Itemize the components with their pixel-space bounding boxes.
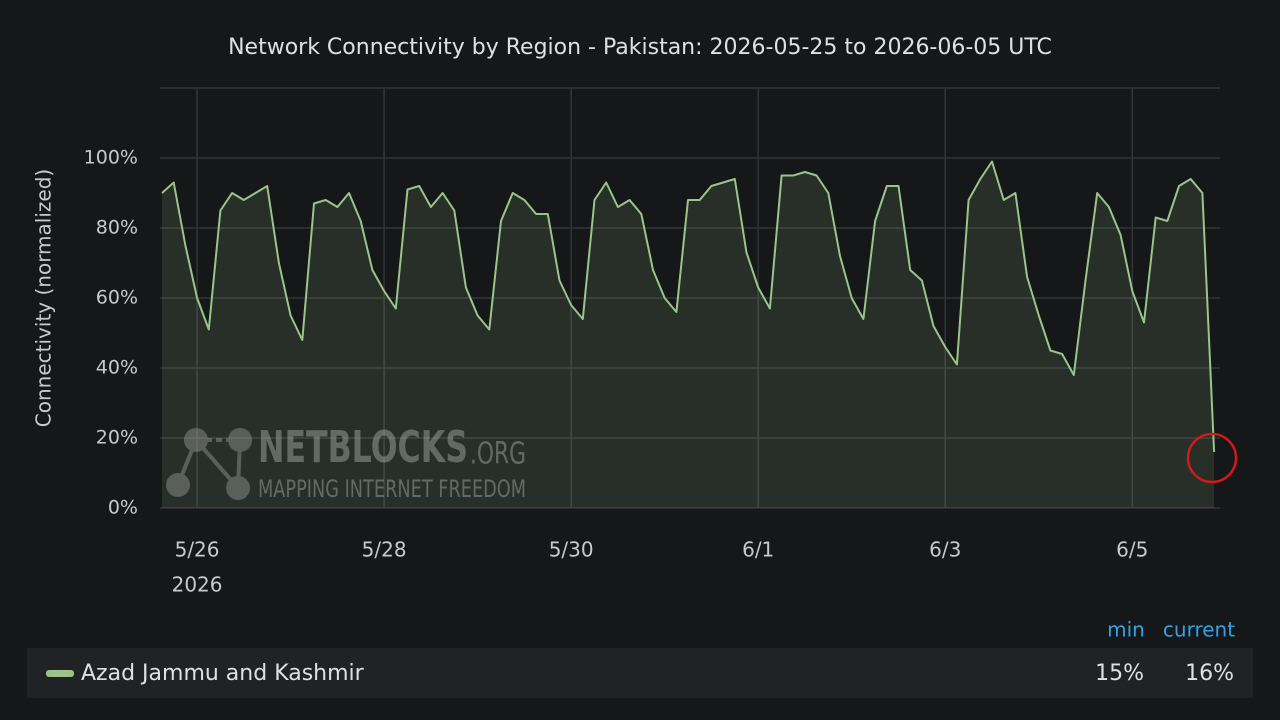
y-tick-label: 60% [96, 287, 138, 309]
watermark: NETBLOCKS .ORG MAPPING INTERNET FREEDOM [166, 422, 526, 503]
x-tick-label: 5/26 [175, 538, 220, 562]
watermark-icon [176, 439, 198, 486]
watermark-icon [166, 473, 190, 497]
series-line [161, 160, 1216, 453]
legend-swatch [46, 670, 74, 677]
highlight-circle [1186, 432, 1238, 484]
x-year-label: 2026 [172, 573, 223, 597]
y-tick-label: 20% [96, 427, 138, 449]
x-tick-label: 5/30 [549, 538, 594, 562]
watermark-icon [184, 428, 208, 452]
x-tick-label: 5/28 [362, 538, 407, 562]
watermark-tagline: MAPPING INTERNET FREEDOM [258, 475, 526, 503]
y-tick-label: 80% [96, 217, 138, 239]
watermark-icon [228, 428, 252, 452]
watermark-icon [226, 476, 250, 500]
plot [161, 160, 1216, 508]
watermark-icon [236, 439, 242, 489]
x-tick-label: 6/5 [1116, 538, 1148, 562]
y-tick-label: 40% [96, 357, 138, 379]
chart-title: Network Connectivity by Region - Pakista… [228, 35, 1052, 60]
legend-header: min [1107, 618, 1145, 642]
watermark-icon [194, 438, 240, 490]
legend-value: 15% [1095, 661, 1144, 686]
y-tick-label: 100% [84, 147, 138, 169]
y-tick-label: 0% [108, 497, 138, 519]
watermark-brand: NETBLOCKS [258, 422, 468, 473]
x-tick-label: 6/1 [742, 538, 774, 562]
legend-value: 16% [1185, 661, 1234, 686]
legend-header: current [1163, 618, 1235, 642]
legend-label: Azad Jammu and Kashmir [81, 661, 365, 686]
y-axis-label: Connectivity (normalized) [32, 169, 56, 427]
x-tick-label: 6/3 [929, 538, 961, 562]
legend-row [27, 648, 1253, 698]
watermark-suffix: .ORG [470, 437, 526, 472]
grid: 0% 20% 40% 60% 80% 100% 5/26 5/28 5/30 6/1 6/3 6/5 2… [84, 87, 1220, 597]
series-area [162, 161, 1215, 508]
